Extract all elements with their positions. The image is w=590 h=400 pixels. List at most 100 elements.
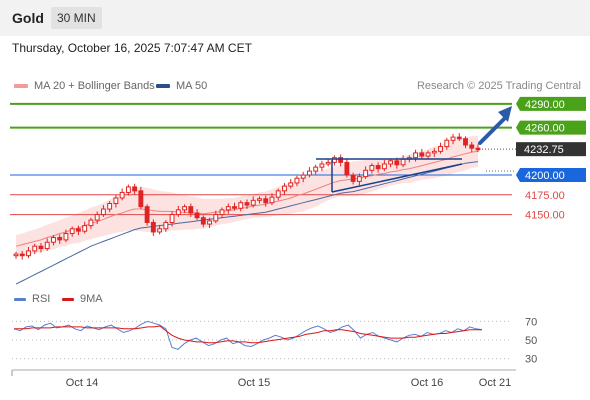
candle-body bbox=[275, 190, 281, 198]
candle-body bbox=[225, 206, 231, 211]
candle-body bbox=[51, 236, 56, 243]
candle-body bbox=[82, 225, 88, 232]
candle-body bbox=[375, 165, 381, 170]
candle-body bbox=[157, 228, 163, 233]
symbol-title: Gold bbox=[12, 10, 44, 26]
rsi-tick-50: 50 bbox=[525, 335, 537, 347]
timeframe-badge[interactable]: 30 MIN bbox=[51, 7, 102, 29]
candle-body bbox=[388, 160, 394, 165]
current-price-label: 4232.75 bbox=[524, 144, 564, 156]
candle-body bbox=[344, 161, 350, 176]
candle-body bbox=[257, 198, 262, 201]
candle-body bbox=[113, 197, 119, 205]
x-tick-label-0: Oct 14 bbox=[66, 377, 98, 389]
candle-body bbox=[282, 185, 287, 192]
candle-body bbox=[182, 206, 188, 211]
candle-body bbox=[469, 144, 475, 149]
level-label-4290.00: 4290.00 bbox=[525, 99, 565, 111]
candle-body bbox=[32, 245, 38, 252]
candle-body bbox=[313, 166, 319, 172]
legend-rsi: RSI bbox=[14, 293, 50, 305]
candle-body bbox=[438, 146, 443, 152]
candle-body bbox=[319, 163, 325, 168]
rsi-line bbox=[13, 320, 483, 350]
x-tick-label-1: Oct 15 bbox=[238, 377, 270, 389]
candle-body bbox=[188, 206, 194, 214]
candle-body bbox=[163, 221, 169, 230]
candle-body bbox=[325, 161, 331, 165]
legend-ma50: MA 50 bbox=[156, 80, 207, 92]
legend-ma50-swatch bbox=[156, 84, 170, 88]
candle-body bbox=[288, 182, 294, 187]
candle-body bbox=[125, 186, 131, 193]
candle-body bbox=[63, 233, 69, 241]
x-tick-label-2: Oct 16 bbox=[411, 377, 443, 389]
candle-body bbox=[238, 202, 244, 209]
candle-body bbox=[169, 214, 175, 223]
legend-ma20-label: MA 20 + Bollinger Bands bbox=[34, 80, 155, 92]
forecast-arrow-head bbox=[498, 106, 512, 122]
candle-body bbox=[219, 209, 225, 216]
candle-body bbox=[300, 174, 306, 179]
candle-body bbox=[57, 236, 63, 241]
candle-body bbox=[44, 241, 50, 250]
candle-body bbox=[475, 147, 481, 151]
research-credit: Research © 2025 Trading Central bbox=[416, 80, 581, 92]
candle-body bbox=[381, 163, 387, 170]
candle-body bbox=[132, 186, 138, 192]
rsi-tick-70: 70 bbox=[525, 316, 537, 328]
candle-body bbox=[269, 196, 275, 204]
forecast-arrow-shaft bbox=[478, 116, 507, 145]
candle-body bbox=[306, 170, 312, 176]
candle-body bbox=[175, 209, 181, 216]
candle-body bbox=[338, 157, 344, 163]
candle-body bbox=[350, 174, 356, 182]
candle-body bbox=[363, 169, 369, 178]
candle-body bbox=[444, 139, 450, 148]
candle-body bbox=[413, 152, 419, 159]
candle-body bbox=[244, 202, 250, 206]
legend-ma9-label: 9MA bbox=[80, 293, 103, 305]
candle-body bbox=[107, 203, 113, 210]
candle-body bbox=[394, 160, 400, 166]
legend-rsi-label: RSI bbox=[32, 293, 51, 305]
candle-body bbox=[69, 228, 75, 235]
candle-body bbox=[369, 165, 375, 171]
candle-body bbox=[138, 190, 144, 208]
level-label-4200.00: 4200.00 bbox=[525, 170, 565, 182]
current-price-tag bbox=[516, 142, 586, 157]
legend-ma20-swatch bbox=[14, 84, 28, 88]
candle-body bbox=[200, 217, 206, 225]
candle-body bbox=[450, 136, 456, 141]
candle-body bbox=[13, 253, 19, 257]
candle-body bbox=[213, 214, 219, 222]
candle-body bbox=[456, 136, 462, 140]
candle-body bbox=[88, 219, 94, 227]
candle-body bbox=[194, 212, 200, 219]
rsi-ma9-line bbox=[14, 325, 482, 344]
bollinger-band bbox=[16, 135, 478, 258]
legend-ma50-label: MA 50 bbox=[176, 80, 208, 92]
candle-body bbox=[232, 206, 237, 209]
candle-body bbox=[100, 208, 106, 216]
candle-body bbox=[144, 206, 150, 223]
candle-body bbox=[263, 198, 269, 204]
legend-ma20: MA 20 + Bollinger Bands bbox=[14, 80, 155, 92]
level-label-4260.00: 4260.00 bbox=[525, 123, 565, 135]
candle-body bbox=[119, 191, 125, 199]
candle-body bbox=[38, 245, 44, 250]
level-label-4150.00: 4150.00 bbox=[525, 210, 565, 222]
level-label-4175.00: 4175.00 bbox=[525, 190, 565, 202]
candle-body bbox=[75, 228, 81, 232]
legend-ma9: 9MA bbox=[62, 293, 103, 305]
candle-body bbox=[431, 150, 437, 154]
legend-ma9-swatch bbox=[62, 297, 74, 301]
rsi-tick-30: 30 bbox=[525, 354, 537, 366]
candle-body bbox=[356, 176, 362, 182]
candle-body bbox=[425, 152, 431, 157]
candle-body bbox=[207, 220, 212, 225]
pattern-lower-line bbox=[331, 163, 463, 193]
candle-body bbox=[19, 253, 25, 257]
candle-body bbox=[150, 221, 156, 233]
